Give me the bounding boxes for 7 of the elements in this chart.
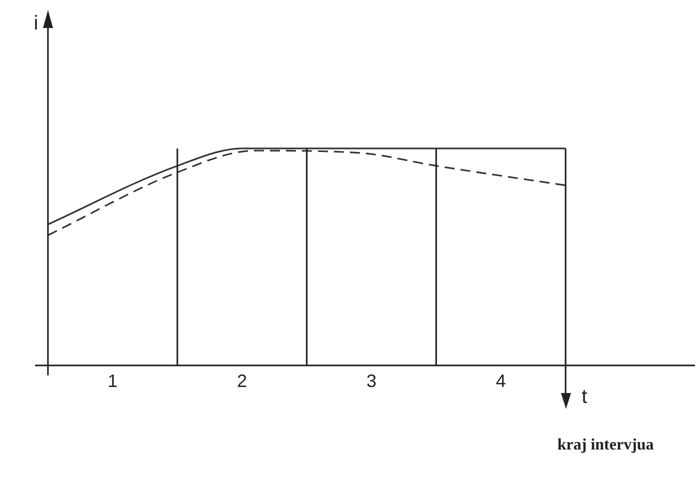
x-axis-title: t [582, 386, 588, 408]
x-tick-label: 1 [108, 371, 118, 392]
x-tick-label: 2 [237, 371, 248, 392]
x-tick-label: 3 [366, 371, 376, 392]
ref-line-label: kraj intervjua [557, 436, 654, 454]
text: i [34, 12, 38, 35]
x-tick-label: 4 [496, 371, 506, 392]
